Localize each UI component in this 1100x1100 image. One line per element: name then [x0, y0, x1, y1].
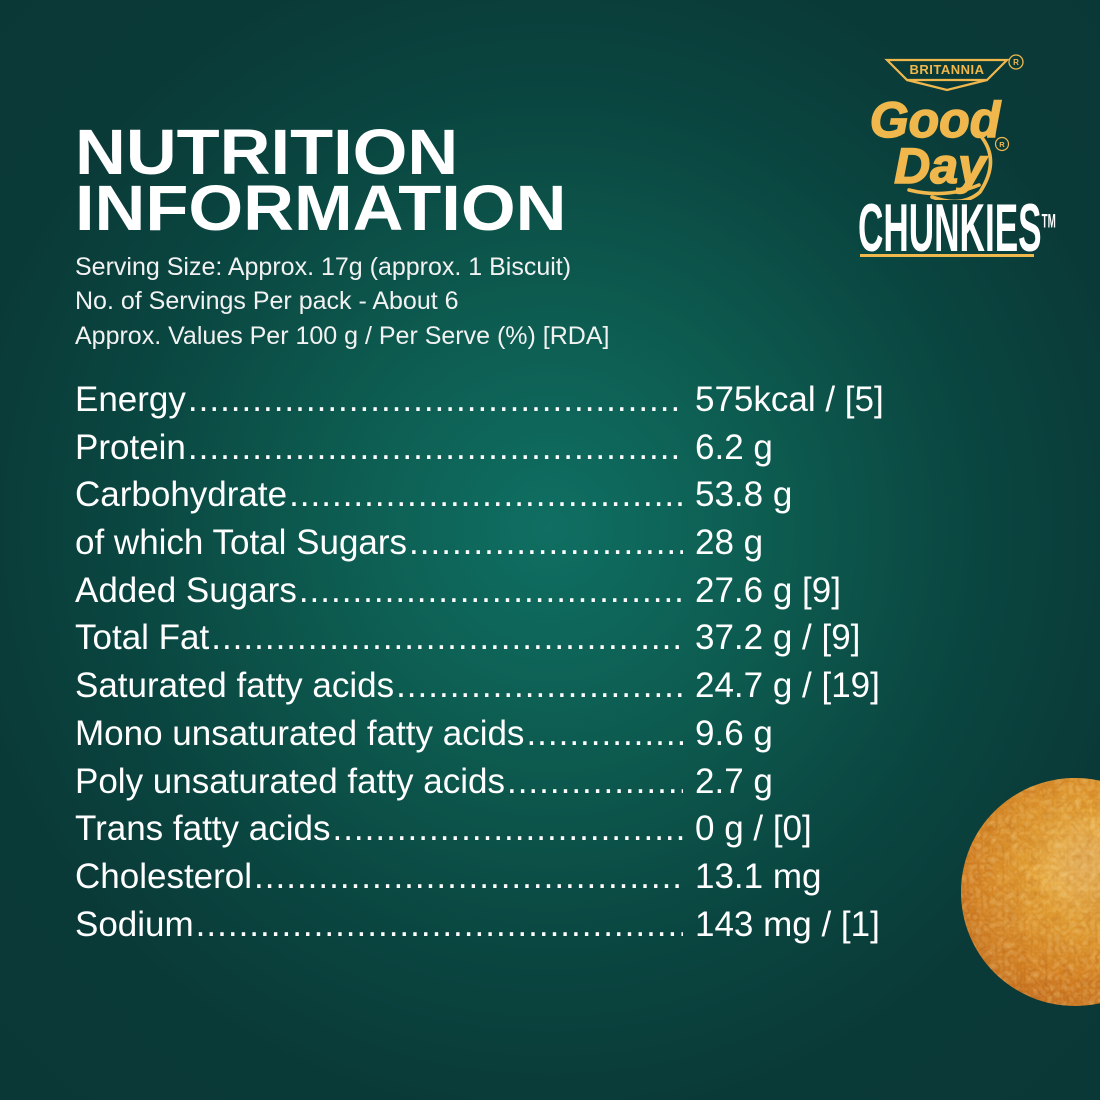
svg-text:R: R — [1013, 58, 1019, 67]
svg-text:BRITANNIA: BRITANNIA — [909, 62, 984, 77]
svg-text:R: R — [999, 140, 1005, 149]
